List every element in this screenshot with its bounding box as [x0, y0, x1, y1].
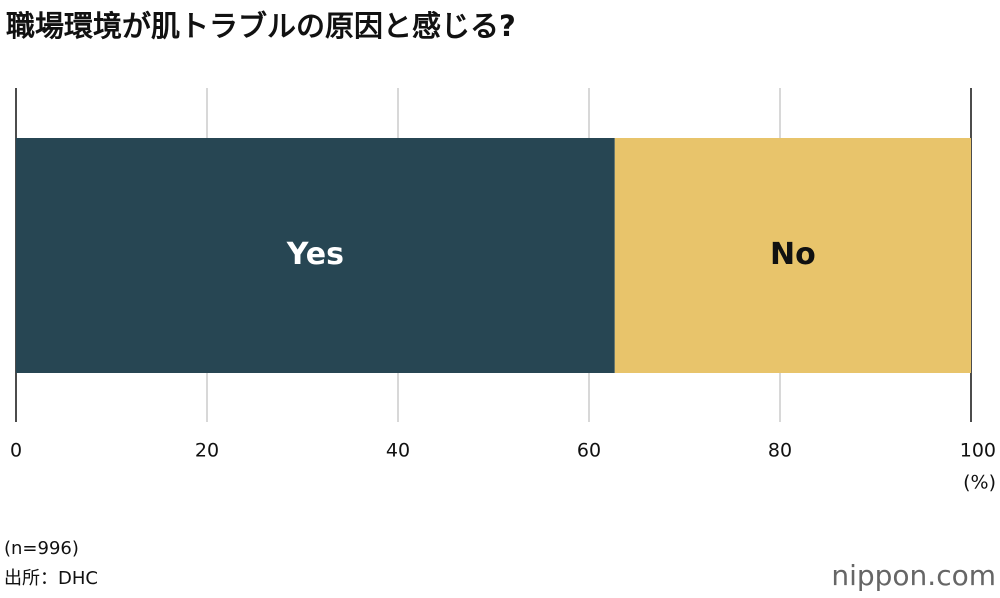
x-tick-label: 100	[960, 440, 996, 462]
x-unit: (%)	[963, 472, 996, 494]
segment-label: No	[770, 237, 816, 272]
x-tick-label: 20	[195, 440, 219, 462]
chart-title: 職場環境が肌トラブルの原因と感じる?	[6, 9, 516, 43]
x-tick-label: 0	[10, 440, 22, 462]
bar-segment	[614, 138, 971, 373]
note: (n=996)	[4, 538, 79, 559]
x-tick-label: 40	[386, 440, 410, 462]
x-tick-label: 60	[577, 440, 601, 462]
segment-label: Yes	[286, 237, 344, 272]
logo: nippon.com	[831, 559, 996, 592]
x-tick-label: 80	[768, 440, 792, 462]
source: 出所：DHC	[4, 568, 98, 589]
bar-segment	[16, 138, 615, 373]
